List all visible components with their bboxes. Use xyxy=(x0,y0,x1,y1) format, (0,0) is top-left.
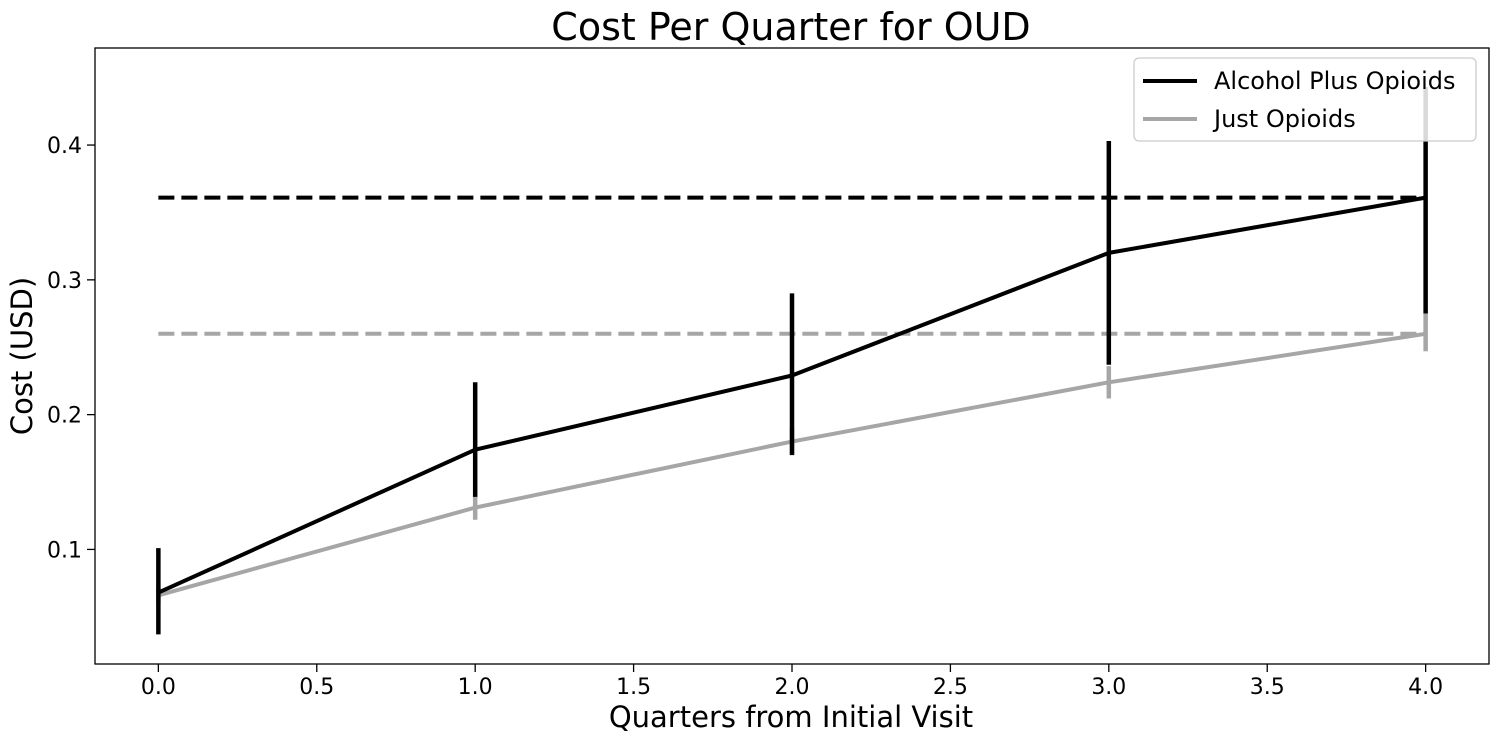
x-tick-label: 2.0 xyxy=(775,675,810,700)
axis-ticks: 0.0 0.5 1.0 1.5 2.0 2.5 3.0 3.5 4.0 0.1 0.2 0.3 0.4 xyxy=(47,134,1443,700)
y-axis-label: Cost (USD) xyxy=(5,277,39,435)
chart-title: Cost Per Quarter for OUD xyxy=(551,5,1030,49)
x-tick-label: 4.0 xyxy=(1408,675,1443,700)
x-axis-label: Quarters from Initial Visit xyxy=(609,700,973,734)
legend-entry: Alcohol Plus Opioids xyxy=(1214,67,1456,95)
y-tick-label: 0.3 xyxy=(47,269,82,294)
x-tick-label: 1.5 xyxy=(616,675,651,700)
y-tick-label: 0.2 xyxy=(47,404,82,429)
x-tick-label: 0.5 xyxy=(299,675,334,700)
legend: Alcohol Plus Opioids Just Opioids xyxy=(1133,57,1477,142)
legend-box xyxy=(1133,57,1477,142)
x-tick-label: 1.0 xyxy=(458,675,493,700)
x-tick-label: 2.5 xyxy=(933,675,968,700)
y-tick-label: 0.1 xyxy=(47,538,82,563)
x-tick-label: 3.0 xyxy=(1091,675,1126,700)
plot-area xyxy=(156,87,1428,635)
x-tick-label: 3.5 xyxy=(1250,675,1285,700)
x-tick-label: 0.0 xyxy=(141,675,176,700)
series-line-0 xyxy=(157,195,1426,595)
y-tick-label: 0.4 xyxy=(47,134,82,159)
legend-entry: Just Opioids xyxy=(1212,105,1356,133)
